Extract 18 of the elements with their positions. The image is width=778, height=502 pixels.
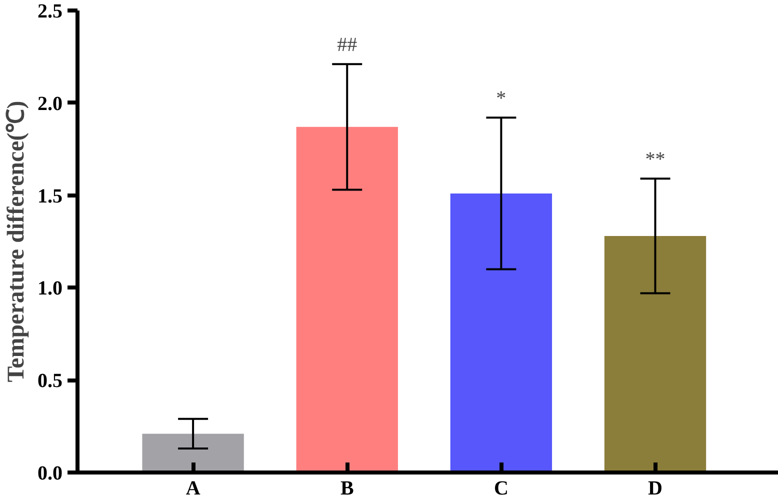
x-tick-label: C [494, 478, 508, 500]
annotation: * [496, 88, 506, 110]
x-tick-label: D [648, 478, 662, 500]
annotation: ## [337, 34, 358, 56]
bar [142, 434, 244, 472]
annotation: ** [645, 148, 666, 171]
x-tick-label: A [186, 478, 201, 500]
y-tick-label: 2.0 [38, 92, 62, 115]
y-tick-label: 1.5 [38, 185, 62, 208]
bar [450, 193, 552, 472]
y-axis-title: Temperature difference(℃) [4, 100, 30, 382]
y-tick-label: 2.5 [38, 0, 62, 22]
y-tick-label: 1.0 [38, 278, 62, 300]
y-tick-label: 0.0 [38, 462, 62, 484]
y-tick-label: 0.5 [38, 370, 62, 392]
bar [296, 126, 398, 472]
x-tick-label: B [340, 478, 354, 500]
bar [604, 236, 706, 472]
